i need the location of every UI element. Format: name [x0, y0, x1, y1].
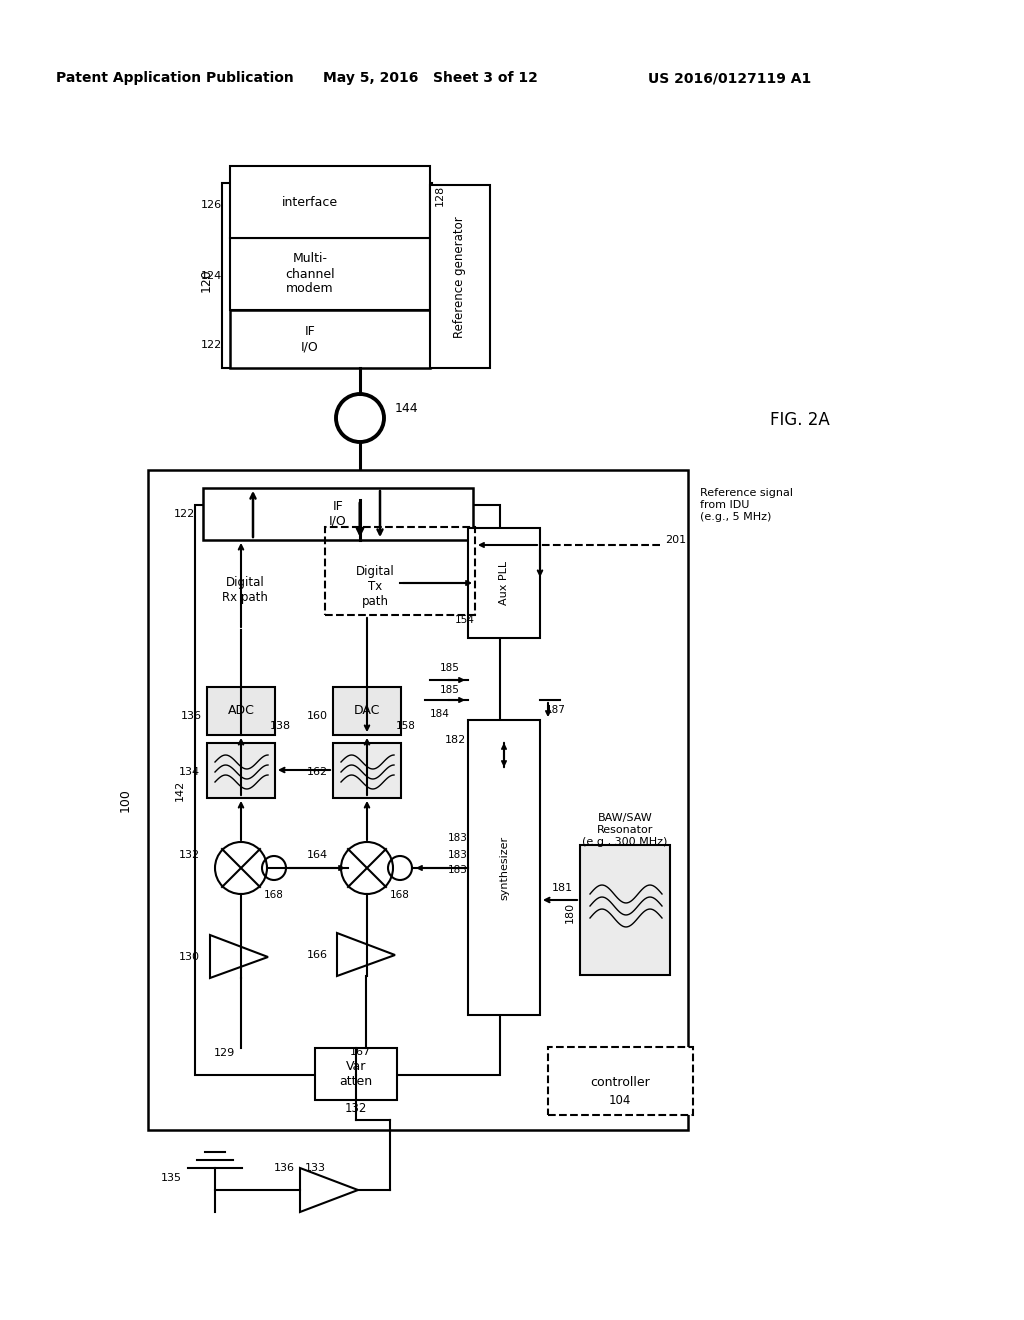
Text: 154: 154: [455, 615, 475, 624]
Text: 144: 144: [395, 401, 419, 414]
Text: 166: 166: [307, 950, 328, 960]
Bar: [548, 1047, 693, 1115]
Text: IF
I/O: IF I/O: [301, 325, 318, 352]
Text: DAC: DAC: [354, 705, 380, 718]
Bar: [207, 743, 275, 799]
Text: Var
atten: Var atten: [339, 1060, 373, 1088]
Bar: [230, 166, 430, 238]
Bar: [207, 686, 275, 735]
Text: Digital
Tx
path: Digital Tx path: [355, 565, 394, 607]
Text: 120: 120: [200, 268, 213, 292]
Text: 158: 158: [396, 721, 416, 731]
Text: 183: 183: [449, 833, 468, 843]
Text: controller: controller: [590, 1076, 650, 1089]
Text: Multi-
channel
modem: Multi- channel modem: [286, 252, 335, 296]
Text: 136: 136: [274, 1163, 295, 1173]
Text: ADC: ADC: [227, 705, 254, 718]
Bar: [315, 1048, 397, 1100]
Text: 164: 164: [307, 850, 328, 861]
Text: synthesizer: synthesizer: [499, 836, 509, 900]
Text: Patent Application Publication: Patent Application Publication: [56, 71, 294, 84]
Text: 122: 122: [201, 341, 222, 350]
Bar: [333, 686, 401, 735]
Text: 104: 104: [609, 1093, 631, 1106]
Text: Digital
Rx path: Digital Rx path: [222, 576, 268, 605]
Bar: [430, 185, 490, 368]
Text: BAW/SAW
Resonator
(e.g., 300 MHz): BAW/SAW Resonator (e.g., 300 MHz): [583, 813, 668, 846]
Text: 183: 183: [449, 865, 468, 875]
Text: 168: 168: [264, 890, 284, 900]
Text: 133: 133: [304, 1163, 326, 1173]
Text: 180: 180: [565, 902, 575, 923]
Text: 132: 132: [179, 850, 200, 861]
Text: 124: 124: [201, 271, 222, 281]
Text: 183: 183: [449, 850, 468, 861]
Bar: [148, 470, 688, 1130]
Text: US 2016/0127119 A1: US 2016/0127119 A1: [648, 71, 812, 84]
Text: 126: 126: [201, 201, 222, 210]
Text: 187: 187: [546, 705, 566, 715]
Text: 185: 185: [440, 685, 460, 696]
Bar: [230, 238, 430, 310]
Text: interface: interface: [282, 195, 338, 209]
Text: 181: 181: [552, 883, 572, 894]
Text: 132: 132: [345, 1101, 368, 1114]
Text: 138: 138: [269, 721, 291, 731]
Text: 129: 129: [214, 1048, 234, 1059]
Text: 185: 185: [440, 663, 460, 673]
Bar: [333, 743, 401, 799]
Bar: [325, 527, 475, 615]
Text: 130: 130: [179, 952, 200, 962]
Text: Reference generator: Reference generator: [454, 216, 467, 338]
Bar: [230, 310, 430, 368]
Text: FIG. 2A: FIG. 2A: [770, 411, 829, 429]
Text: 122: 122: [174, 510, 195, 519]
Bar: [203, 488, 473, 540]
Text: 135: 135: [161, 1173, 182, 1183]
Bar: [580, 845, 670, 975]
Text: 168: 168: [390, 890, 410, 900]
Bar: [468, 719, 540, 1015]
Text: 136: 136: [181, 711, 202, 721]
Text: 201: 201: [665, 535, 686, 545]
Bar: [468, 528, 540, 638]
Bar: [222, 183, 432, 368]
Text: May 5, 2016   Sheet 3 of 12: May 5, 2016 Sheet 3 of 12: [323, 71, 538, 84]
Text: 162: 162: [307, 767, 328, 777]
Bar: [195, 506, 500, 1074]
Text: IF
I/O: IF I/O: [329, 500, 347, 528]
Text: 142: 142: [175, 779, 185, 801]
Text: 167: 167: [349, 1047, 371, 1057]
Text: 100: 100: [119, 788, 132, 812]
Text: 184: 184: [430, 709, 450, 719]
Text: Aux PLL: Aux PLL: [499, 561, 509, 605]
Text: 182: 182: [444, 735, 466, 744]
Text: 128: 128: [435, 185, 445, 206]
Text: 134: 134: [179, 767, 200, 777]
Text: 160: 160: [307, 711, 328, 721]
Text: Reference signal
from IDU
(e.g., 5 MHz): Reference signal from IDU (e.g., 5 MHz): [700, 488, 793, 521]
